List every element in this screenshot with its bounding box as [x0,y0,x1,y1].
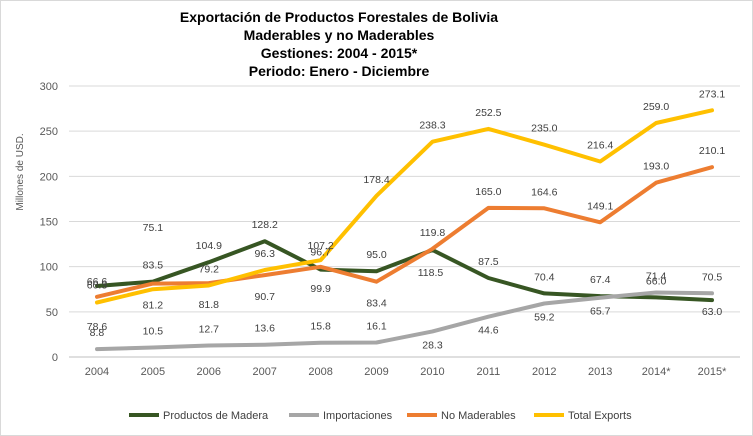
data-label: 65.7 [590,306,611,318]
legend: Productos de Madera Importaciones No Mader… [129,410,632,422]
series-line-2 [95,165,714,299]
data-label: 99.9 [310,283,331,295]
data-label: 193.0 [643,161,669,173]
data-label: 60.3 [87,280,108,292]
x-tick-label: 2013 [588,366,612,378]
chart-title-line-2: Maderables y no Maderables [244,27,435,43]
data-label: 15.8 [310,321,331,333]
series-line-1 [95,290,714,352]
data-label: 44.6 [478,325,499,337]
data-label: 28.3 [422,339,443,351]
data-labels: 78.6 83.5 104.9 128.2 96.7 95.0 118.5 87.5 70.4 6… [87,88,726,351]
y-tick-label: 100 [40,262,58,274]
y-tick-label: 0 [52,352,58,364]
data-label: 107.2 [307,240,333,252]
x-tick-label: 2009 [364,366,388,378]
x-tick-label: 2014* [642,366,671,378]
data-label: 210.1 [699,145,725,157]
gridlines [69,85,740,358]
data-label: 12.7 [199,324,220,336]
series-line-0 [95,239,714,303]
data-label: 83.4 [366,298,387,310]
chart-title: Exportación de Productos Forestales de B… [180,9,498,79]
data-label: 75.1 [143,222,164,234]
series-line-3 [95,108,714,305]
data-label: 79.2 [199,263,220,275]
data-label: 70.4 [534,271,555,283]
x-axis-ticks: 2004 2005 2006 2007 2008 2009 2010 2011 2012 2013… [85,366,727,378]
data-label: 216.4 [587,140,613,152]
series-lines [95,108,714,352]
x-tick-label: 2005 [141,366,165,378]
data-label: 96.3 [254,248,275,260]
legend-label-1: Importaciones [323,410,393,422]
data-label: 87.5 [478,256,499,268]
x-tick-label: 2015* [698,366,727,378]
y-axis-label: Millones de USD. [15,133,26,210]
data-label: 8.8 [90,327,105,339]
y-tick-label: 50 [46,307,58,319]
x-tick-label: 2008 [308,366,332,378]
data-label: 118.5 [418,267,444,279]
y-tick-label: 250 [40,126,58,138]
x-tick-label: 2004 [85,366,109,378]
data-label: 67.4 [590,274,611,286]
data-label: 83.5 [143,260,164,272]
data-label: 13.6 [254,323,275,335]
data-label: 81.8 [199,299,220,311]
data-label: 165.0 [475,186,501,198]
x-tick-label: 2011 [477,366,501,378]
data-label: 235.0 [531,123,557,135]
y-tick-label: 200 [40,171,58,183]
data-label: 119.8 [420,227,446,239]
data-label: 78.6 [87,321,108,333]
data-label: 66.0 [646,275,667,287]
y-tick-label: 150 [40,217,58,229]
data-label: 70.5 [702,271,723,283]
data-label: 63.0 [702,306,723,318]
data-label: 96.7 [310,247,331,259]
data-label: 16.1 [366,320,387,332]
legend-label-2: No Maderables [441,410,516,422]
data-label: 90.7 [254,291,275,303]
data-label: 81.2 [143,300,164,312]
x-tick-label: 2012 [532,366,556,378]
data-label: 71.4 [646,271,667,283]
data-label: 66.6 [87,276,108,288]
y-tick-label: 300 [40,81,58,93]
data-label: 273.1 [699,88,725,100]
data-label: 238.3 [419,120,445,132]
chart-title-line-1: Exportación de Productos Forestales de B… [180,9,498,25]
chart-title-line-3: Gestiones: 2004 - 2015* [261,45,418,61]
data-label: 128.2 [252,219,278,231]
data-label: 164.6 [531,186,557,198]
data-label: 259.0 [643,101,669,113]
data-label: 149.1 [587,200,613,212]
data-label: 178.4 [363,174,389,186]
data-label: 95.0 [366,249,387,261]
data-label: 10.5 [143,326,164,338]
x-tick-label: 2010 [420,366,444,378]
y-axis-ticks: 0 50 100 150 200 250 300 [40,81,58,364]
x-tick-label: 2007 [252,366,276,378]
legend-label-3: Total Exports [568,410,632,422]
data-label: 104.9 [196,240,222,252]
legend-label-0: Productos de Madera [163,410,269,422]
x-tick-label: 2006 [197,366,221,378]
data-label: 59.2 [534,312,555,324]
data-label: 252.5 [475,107,501,119]
chart-title-line-4: Periodo: Enero - Diciembre [249,63,430,79]
